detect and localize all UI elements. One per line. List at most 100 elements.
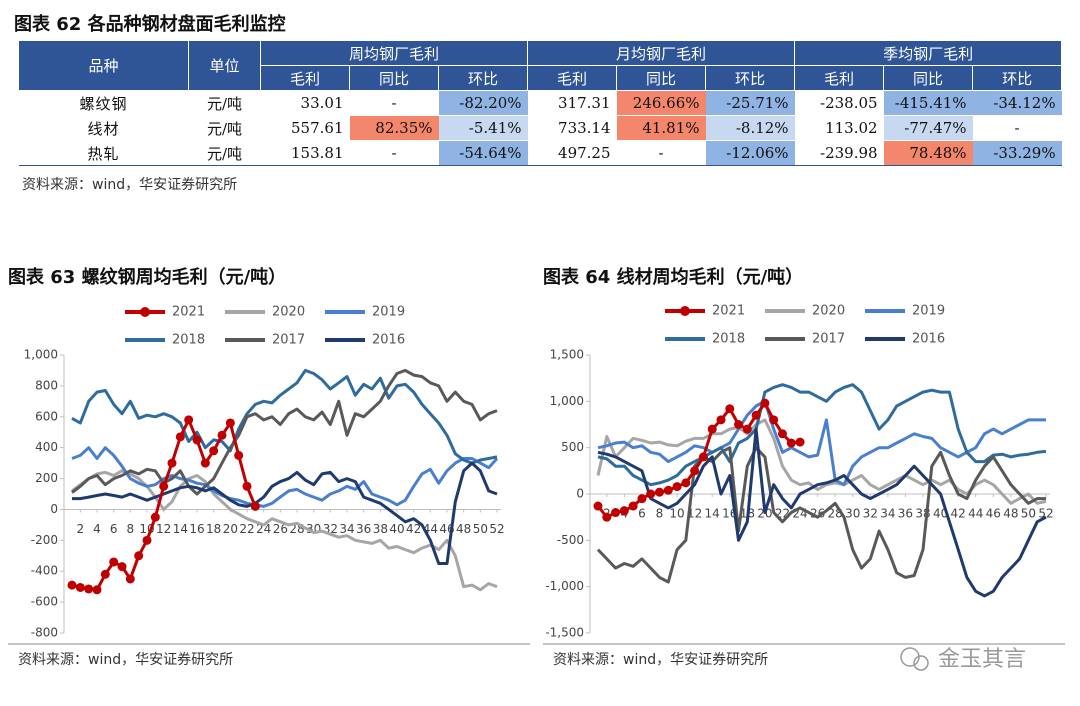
table-cell: 元/吨	[188, 140, 261, 166]
series-marker	[725, 404, 735, 414]
series-marker	[184, 415, 194, 425]
series-marker	[142, 535, 152, 545]
table-cell: -	[349, 140, 439, 166]
x-tick-label: 30	[845, 507, 860, 521]
x-tick-label: 48	[1003, 507, 1018, 521]
series-marker	[209, 446, 219, 456]
table-cell: -34.12%	[972, 90, 1062, 116]
y-tick-label: -800	[31, 626, 58, 640]
table-cell: 螺纹钢	[18, 90, 189, 116]
series-marker	[167, 458, 177, 468]
y-tick-label: -500	[557, 533, 584, 547]
legend-label: 2017	[272, 333, 305, 348]
series-marker	[619, 506, 629, 516]
legend-label: 2016	[912, 332, 945, 347]
series-line	[597, 383, 1047, 487]
series-marker	[716, 415, 726, 425]
table-cell: 153.81	[260, 140, 350, 166]
chart-title: 图表 63 螺纹钢周均毛利（元/吨）	[8, 266, 286, 288]
series-marker	[192, 435, 202, 445]
table-cell: 线材	[18, 115, 189, 141]
margin-table: 品种 单位 周均钢厂毛利 月均钢厂毛利 季均钢厂毛利 毛利 同比 环比 毛利 同比 环比 毛利 同比 环比…	[18, 40, 1063, 166]
series-marker	[250, 501, 260, 511]
y-tick-label: 400	[35, 440, 58, 454]
x-tick-label: 46	[986, 507, 1001, 521]
x-tick-label: 24	[256, 522, 271, 536]
legend-label: 2017	[812, 332, 845, 347]
header-cell: 季均钢厂毛利	[794, 40, 1063, 66]
table-cell: 113.02	[794, 115, 884, 141]
x-tick-label: 6	[638, 507, 646, 521]
table-cell: -77.47%	[883, 115, 973, 141]
series-marker	[637, 494, 647, 504]
x-tick-label: 42	[951, 507, 966, 521]
series-marker	[611, 508, 621, 518]
x-tick-label: 10	[669, 507, 684, 521]
header-cell: 环比	[972, 65, 1063, 91]
table-cell: 41.81%	[616, 115, 706, 141]
x-tick-label: 36	[356, 522, 371, 536]
x-tick-label: 20	[223, 522, 238, 536]
series-line	[71, 446, 499, 508]
series-marker	[734, 420, 744, 429]
x-tick-label: 16	[189, 522, 204, 536]
header-cell: 环比	[705, 65, 796, 91]
legend-label: 2018	[712, 332, 745, 347]
legend-marker	[680, 306, 690, 316]
header-cell: 同比	[883, 65, 974, 91]
legend-marker	[140, 307, 150, 317]
series-marker	[707, 424, 717, 434]
series-marker	[777, 429, 787, 439]
x-tick-label: 48	[456, 522, 471, 536]
legend-label: 2018	[172, 333, 205, 348]
table-cell: -238.05	[794, 90, 884, 116]
x-tick-label: 26	[810, 507, 825, 521]
x-tick-label: 52	[1038, 507, 1053, 521]
header-cell: 同比	[349, 65, 439, 91]
table-cell: -33.29%	[972, 140, 1062, 166]
legend-label: 2019	[912, 304, 945, 319]
table-cell: -415.41%	[883, 90, 973, 116]
table-cell: -82.20%	[438, 90, 528, 116]
x-tick-label: 18	[206, 522, 221, 536]
x-tick-label: 44	[968, 507, 983, 521]
series-marker	[742, 424, 752, 434]
table-cell: 733.14	[527, 115, 617, 141]
series-marker	[84, 584, 94, 594]
header-cell: 周均钢厂毛利	[259, 40, 529, 66]
series-line	[71, 469, 498, 592]
series-marker	[786, 438, 796, 448]
x-tick-label: 8	[127, 522, 135, 536]
x-tick-label: 22	[239, 522, 254, 536]
table-cell: -5.41%	[438, 115, 528, 141]
x-tick-label: 6	[110, 522, 118, 536]
x-tick-label: 40	[389, 522, 404, 536]
header-cell: 同比	[616, 65, 707, 91]
series-marker	[109, 557, 119, 567]
series-marker	[100, 569, 110, 579]
y-tick-label: -400	[31, 564, 58, 578]
x-tick-label: 52	[489, 522, 504, 536]
series-marker	[769, 415, 779, 425]
header-cell: 毛利	[794, 65, 885, 91]
y-tick-label: -600	[31, 595, 58, 609]
x-tick-label: 14	[173, 522, 188, 536]
legend-label: 2020	[812, 304, 845, 319]
x-tick-label: 34	[339, 522, 354, 536]
x-tick-label: 14	[705, 507, 720, 521]
series-marker	[150, 512, 160, 522]
table-row: 螺纹钢 元/吨 33.01- -82.20% 317.31 246.66% -25.71% -…	[18, 90, 1062, 116]
table-cell: -54.64%	[438, 140, 528, 166]
header-cell: 单位	[188, 40, 261, 91]
series-marker	[760, 398, 770, 408]
y-tick-label: -1,000	[545, 579, 584, 593]
x-tick-label: 42	[406, 522, 421, 536]
y-tick-label: 1,000	[550, 394, 584, 408]
series-marker	[242, 481, 252, 491]
series-line	[596, 446, 1046, 584]
header-cell: 环比	[437, 65, 529, 91]
series-line	[71, 368, 498, 496]
table-cell: -12.06%	[705, 140, 795, 166]
series-marker	[159, 481, 169, 491]
